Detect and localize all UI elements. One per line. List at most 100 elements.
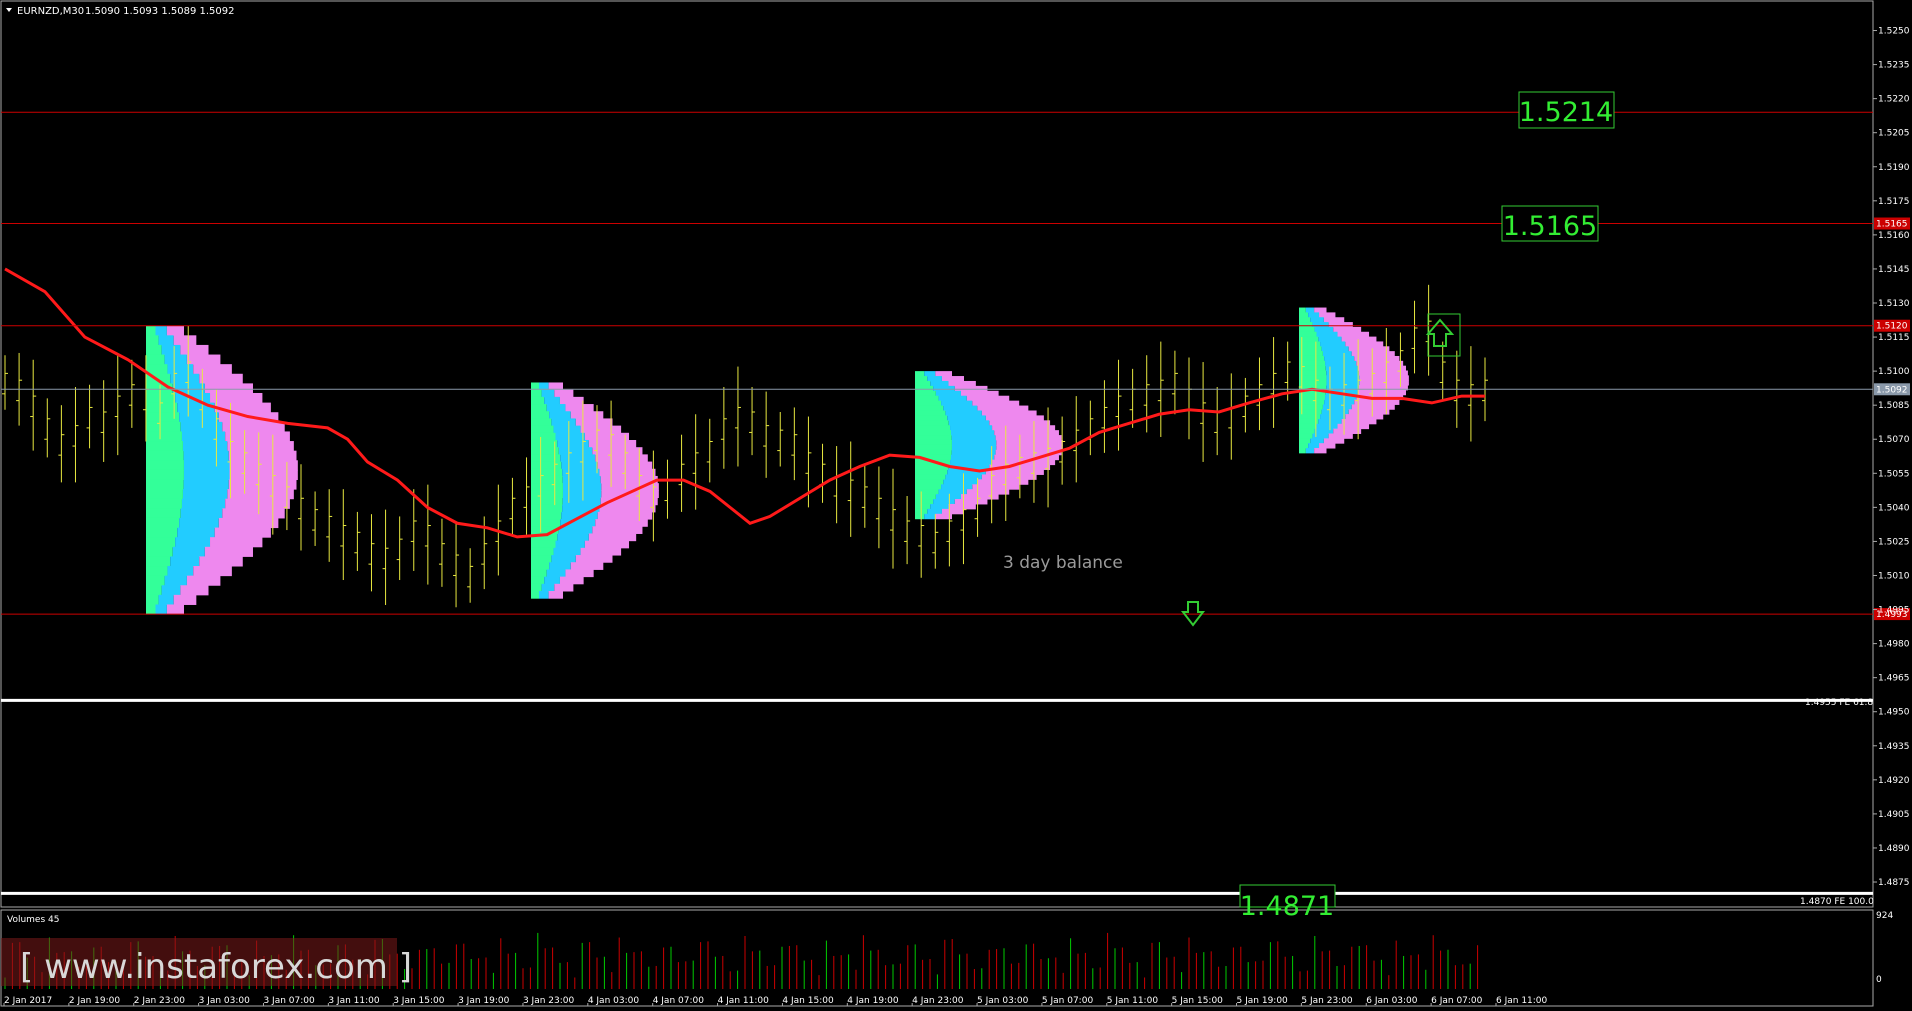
profile-0-green-24 (146, 556, 171, 567)
profile-2-green-14 (915, 439, 952, 446)
price-axis: 1.5250 1.5235 1.5220 1.5205 1.5190 1.5175 1.51… (1873, 27, 1910, 888)
profile-2-pink-12 (994, 430, 1059, 436)
time-tick-label-14: 4 Jan 23:00 (912, 996, 964, 1006)
level-axis-box-4 (1874, 608, 1910, 621)
profile-2-pink-17 (994, 454, 1059, 461)
profile-1-green-10 (531, 454, 561, 463)
profile-0-blue-12 (182, 441, 228, 452)
profile-1-green-13 (531, 475, 563, 484)
profile-2-blue-19 (948, 464, 990, 471)
price-tick-label-7: 1.5145 (1878, 265, 1910, 275)
profile-1-pink-29 (548, 590, 563, 599)
profile-3-green-24 (1299, 423, 1317, 430)
profile-3-blue-18 (1325, 394, 1357, 401)
profile-3-green-5 (1299, 331, 1317, 338)
price-tick-label-4: 1.5190 (1878, 163, 1910, 173)
profile-2-pink-0 (935, 371, 952, 377)
profile-2-green-20 (915, 469, 948, 475)
level-box-1-text: 1.5214 (1519, 97, 1613, 128)
level-box-1: 1.5214 (1518, 91, 1615, 129)
profile-2-pink-16 (995, 449, 1062, 456)
profile-2-pink-28 (941, 508, 965, 515)
profile-0-pink-10 (222, 421, 285, 432)
time-tick-label-6: 3 Jan 15:00 (393, 996, 445, 1006)
profile-3-blue-11 (1325, 360, 1357, 367)
profile-1-green-0 (531, 382, 539, 391)
profile-1-green-14 (531, 483, 563, 491)
level-box-3-text: 1.4871 (1240, 891, 1334, 922)
profile-0-green-14 (146, 460, 184, 471)
profile-2-pink-23 (972, 484, 1020, 490)
profile-1-pink-0 (548, 382, 563, 391)
watermark-text: [ www.instaforex.com ] (20, 947, 412, 987)
profile-0-blue-10 (180, 421, 223, 432)
profile-0-green-18 (146, 498, 182, 509)
profile-1-pink-17 (599, 504, 656, 513)
profile-0-blue-20 (179, 517, 219, 529)
time-axis: 2 Jan 2017 2 Jan 19:00 2 Jan 23:00 3 Jan 03… (3, 996, 1548, 1006)
profile-3-pink-10 (1354, 355, 1400, 362)
profile-3-green-22 (1299, 414, 1321, 420)
price-tick-label-17: 1.4995 (1878, 606, 1910, 616)
profile-2-blue-13 (951, 435, 996, 441)
profile-2-green-7 (915, 405, 944, 411)
profile-0-green-25 (146, 566, 168, 577)
profile-0-pink-28 (173, 594, 197, 605)
profile-1-pink-20 (592, 526, 643, 534)
profile-2-pink-25 (960, 494, 999, 500)
profile-1-blue-4 (549, 411, 571, 419)
profile-2-blue-12 (950, 430, 995, 436)
profile-0-green-17 (146, 489, 183, 500)
profile-1-blue-17 (562, 504, 600, 513)
level-axis-box-2 (1874, 319, 1910, 332)
profile-0-pink-21 (214, 527, 271, 538)
profile-2-blue-10 (948, 420, 990, 426)
profile-3-pink-16 (1358, 385, 1408, 391)
profile-1-blue-10 (560, 454, 596, 463)
profile-3-pink-19 (1354, 399, 1400, 405)
profile-1-blue-21 (557, 533, 589, 542)
profile-0-green-22 (146, 537, 176, 548)
profile-3-green-25 (1299, 428, 1315, 434)
profile-2-blue-18 (950, 459, 993, 466)
profile-2-green-22 (915, 479, 944, 485)
profile-1-green-7 (531, 432, 556, 441)
profile-3-pink-22 (1345, 414, 1384, 420)
profile-0-green-8 (146, 402, 178, 413)
profile-1-blue-8 (557, 439, 589, 448)
price-tick-label-19: 1.4965 (1878, 674, 1910, 684)
profile-2-blue-25 (935, 494, 961, 500)
profile-1-pink-1 (554, 389, 574, 398)
profile-2-blue-14 (951, 439, 997, 446)
profile-1-green-24 (531, 555, 552, 563)
profile-3-pink-3 (1328, 322, 1353, 328)
profile-0-green-3 (146, 354, 165, 365)
profile-3-pink-21 (1348, 409, 1390, 415)
profile-3-blue-2 (1310, 317, 1324, 323)
profile-1-blue-2 (544, 396, 560, 405)
profile-1-blue-11 (561, 461, 598, 470)
ohlc-readout: 1.5090 1.5093 1.5089 1.5092 (85, 6, 235, 17)
profile-2-green-10 (915, 420, 949, 426)
profile-3-green-21 (1299, 409, 1322, 415)
profile-0-blue-1 (158, 335, 174, 346)
profile-2-blue-5 (938, 395, 967, 402)
profile-3-green-26 (1299, 433, 1313, 439)
profile-1-green-11 (531, 461, 562, 470)
profile-2-green-25 (915, 494, 936, 500)
chart-menu-triangle-icon[interactable] (6, 8, 12, 12)
profile-2-pink-4 (960, 390, 999, 397)
profile-3-blue-3 (1312, 322, 1329, 328)
profile-0-blue-17 (182, 489, 228, 500)
profile-2-pink-7 (977, 405, 1029, 411)
fe-61-8-label: 1.4955 FE 61.8 (1805, 698, 1873, 708)
profile-1-green-20 (531, 526, 559, 534)
profile-1-pink-2 (559, 396, 584, 405)
profile-3-pink-14 (1359, 375, 1409, 381)
profile-3-blue-28 (1308, 443, 1320, 449)
profile-1-blue-22 (555, 540, 585, 549)
time-tick-label-4: 3 Jan 07:00 (263, 996, 315, 1006)
price-tick-label-9: 1.5115 (1878, 333, 1910, 343)
